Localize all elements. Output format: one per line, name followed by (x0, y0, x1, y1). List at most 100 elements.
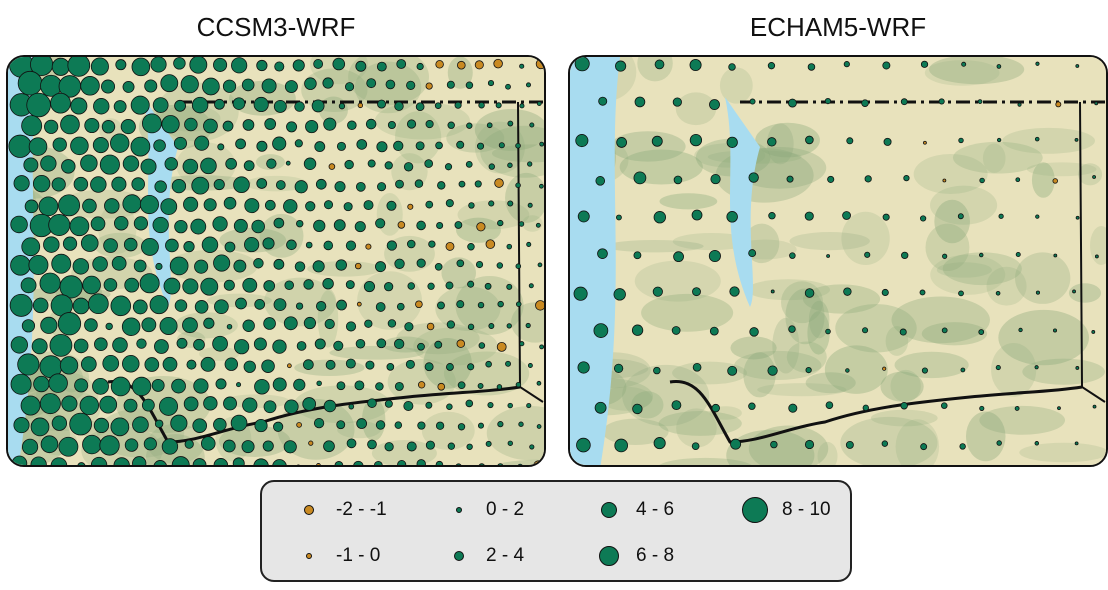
data-point (272, 377, 287, 392)
data-point (357, 102, 364, 109)
land-area (570, 57, 1106, 465)
data-point (243, 160, 255, 172)
data-point (133, 259, 147, 273)
data-point (43, 236, 60, 253)
data-point (60, 114, 80, 135)
data-point (942, 253, 948, 259)
data-point (354, 262, 362, 270)
terrain-patch (894, 351, 969, 379)
data-point (273, 217, 285, 229)
data-point (203, 118, 218, 134)
terrain-patch (965, 411, 1006, 462)
data-point (506, 323, 512, 329)
data-point (435, 60, 444, 69)
data-point (845, 440, 854, 449)
terrain-patch (166, 249, 258, 283)
data-point (995, 364, 1001, 371)
data-point (979, 405, 985, 411)
data-point (182, 158, 199, 175)
data-point (434, 102, 442, 109)
data-point (212, 335, 228, 352)
data-point (287, 363, 292, 369)
data-point (465, 160, 473, 168)
data-point (394, 381, 404, 391)
data-point (99, 154, 120, 175)
terrain-patch (1078, 163, 1103, 186)
data-point (825, 328, 831, 335)
data-point (536, 101, 542, 106)
data-point (200, 436, 216, 451)
data-point (235, 297, 247, 310)
data-point (485, 239, 496, 249)
data-point (112, 337, 128, 353)
data-point (1035, 61, 1040, 66)
legend-symbol (592, 536, 626, 576)
data-point (256, 178, 268, 189)
data-point (477, 422, 484, 429)
data-point (446, 363, 454, 371)
data-point (363, 200, 374, 211)
terrain-patch (824, 345, 888, 394)
data-point (190, 218, 207, 235)
map-left[interactable] (6, 55, 546, 467)
data-point (13, 417, 30, 434)
data-point (28, 137, 48, 156)
data-point (17, 70, 43, 96)
data-point (364, 319, 373, 328)
data-point (222, 439, 236, 453)
terrain-patch (991, 343, 1037, 397)
data-point (149, 295, 169, 315)
data-point (507, 200, 514, 207)
terrain-patch (785, 288, 825, 345)
data-point (457, 423, 466, 431)
data-point (384, 399, 393, 408)
legend-item: -1 - 0 (292, 536, 380, 576)
terrain-patch (942, 252, 1022, 286)
data-point (533, 460, 544, 465)
data-point (366, 78, 377, 89)
legend-label: 6 - 8 (636, 545, 675, 566)
data-point (165, 238, 179, 253)
data-point (527, 363, 533, 368)
data-point (447, 442, 455, 450)
data-point (485, 360, 492, 368)
data-point (486, 122, 493, 129)
data-point (171, 378, 186, 394)
data-point (673, 251, 684, 263)
data-point (52, 137, 67, 152)
data-point (456, 140, 465, 149)
data-point (616, 137, 628, 148)
data-point (1052, 178, 1058, 184)
data-point (51, 177, 66, 192)
data-point (767, 365, 778, 376)
data-point (345, 321, 357, 332)
data-point (995, 290, 1001, 296)
data-point (173, 136, 188, 150)
terrain-patch (880, 371, 924, 402)
terrain-patch (610, 131, 686, 162)
data-point (263, 317, 276, 330)
terrain-patch (734, 350, 822, 381)
data-point (242, 319, 255, 332)
data-point (804, 288, 815, 298)
data-point (344, 82, 355, 92)
map-right[interactable] (568, 55, 1108, 467)
data-point (407, 282, 415, 290)
data-point (786, 175, 794, 183)
data-point (445, 281, 454, 290)
data-point (312, 260, 325, 273)
data-point (842, 211, 851, 220)
data-point (84, 117, 100, 134)
terrain-patch (622, 364, 710, 427)
data-point (709, 99, 720, 110)
data-point (497, 421, 504, 428)
data-point (425, 440, 435, 450)
panel-title-right: ECHAM5-WRF (749, 12, 927, 42)
data-point (150, 57, 167, 73)
data-point (110, 376, 131, 397)
data-point (223, 196, 237, 210)
data-point (1053, 328, 1058, 333)
data-point (475, 260, 484, 269)
data-point (131, 57, 151, 77)
data-point (251, 219, 265, 234)
